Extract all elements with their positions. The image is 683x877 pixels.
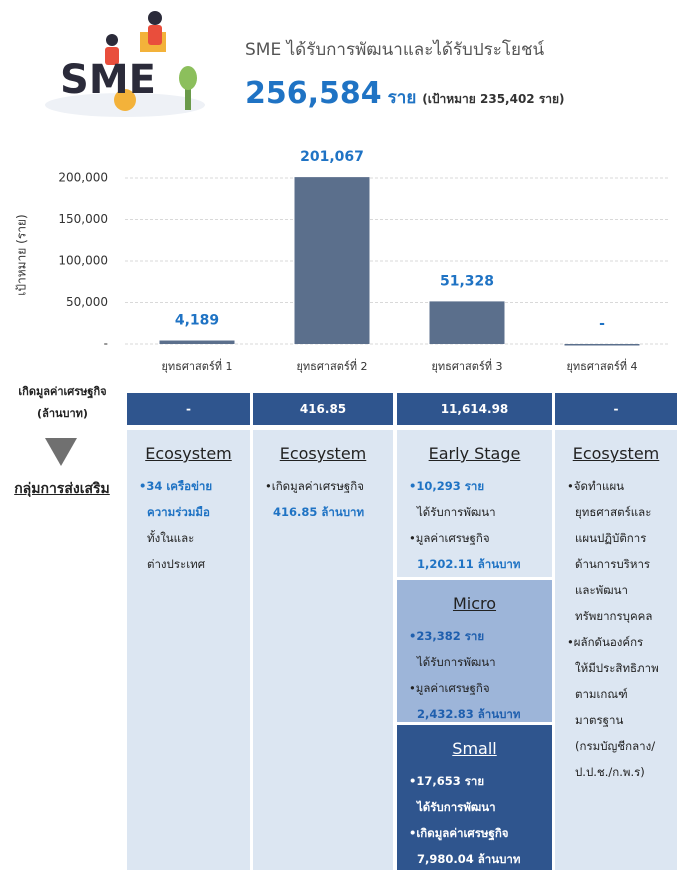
- panel-line: •มูลค่าเศรษฐกิจ: [409, 681, 490, 695]
- panel-line: ความร่วมมือ: [147, 505, 210, 519]
- panel-line: •ผลักดันองค์กร: [567, 635, 644, 649]
- panel-line: •จัดทำแผน: [567, 479, 625, 493]
- panel-line: ได้รับการพัฒนา: [417, 800, 496, 814]
- panel: Ecosystem •จัดทำแผนยุทธศาสตร์และแผนปฏิบัต…: [555, 430, 677, 870]
- panel-line: •23,382 ราย: [409, 629, 485, 643]
- panel-line: •10,293 ราย: [409, 479, 485, 493]
- bar: [294, 177, 370, 344]
- panel: Ecosystem •34 เครือข่ายความร่วมมือทั้งในแ…: [127, 430, 250, 870]
- panel-line: แผนปฏิบัติการ: [575, 531, 647, 545]
- value-label: -: [599, 316, 605, 332]
- panel-line: ได้รับการพัฒนา: [417, 505, 496, 519]
- panel-line: ป.ป.ช./ก.พ.ร): [575, 765, 645, 779]
- economic-cell: 416.85: [253, 393, 393, 425]
- panel-line: ทั้งในและ: [147, 531, 195, 545]
- panel-heading: Early Stage: [428, 444, 521, 463]
- y-tick-label: -: [104, 337, 108, 351]
- y-tick-label: 150,000: [58, 212, 108, 226]
- arrow-icon: [45, 438, 77, 466]
- economic-label: เกิดมูลค่าเศรษฐกิจ: [18, 385, 107, 398]
- bar: [564, 344, 640, 346]
- panel-line: ให้มีประสิทธิภาพ: [575, 661, 659, 675]
- bar: [159, 340, 235, 344]
- header-total: 256,584: [245, 76, 382, 111]
- economic-label: (ล้านบาท): [37, 407, 88, 420]
- x-tick-label: ยุทธศาสตร์ที่ 3: [431, 358, 502, 373]
- panel-line: 416.85 ล้านบาท: [273, 505, 365, 519]
- panel-line: ตามเกณฑ์: [575, 687, 628, 701]
- panel-line: 2,432.83 ล้านบาท: [417, 707, 521, 721]
- economic-cell: -: [555, 393, 677, 425]
- panel-line: •17,653 ราย: [409, 774, 485, 788]
- panel-line: 7,980.04 ล้านบาท: [417, 852, 521, 866]
- header-unit: ราย: [387, 88, 417, 108]
- panel-line: ยุทธศาสตร์และ: [575, 505, 652, 519]
- x-tick-label: ยุทธศาสตร์ที่ 1: [161, 358, 232, 373]
- panel-heading: Ecosystem: [572, 444, 660, 463]
- panel-line: •เกิดมูลค่าเศรษฐกิจ: [265, 479, 364, 493]
- value-label: 4,189: [175, 313, 219, 329]
- panel-line: ด้านการบริหาร: [575, 557, 651, 571]
- value-label: 201,067: [300, 149, 364, 165]
- header-title: SME ได้รับการพัฒนาและได้รับประโยชน์: [245, 40, 545, 60]
- y-tick-label: 100,000: [58, 254, 108, 268]
- panel: Ecosystem •เกิดมูลค่าเศรษฐกิจ 416.85 ล้านบ…: [253, 430, 393, 870]
- panel-heading: Ecosystem: [145, 444, 232, 463]
- chart: SME เป้าหมาย (ราย) - 50,000 100,000 150,000…: [15, 11, 668, 373]
- value-label: 51,328: [440, 273, 494, 289]
- panel-line: •มูลค่าเศรษฐกิจ: [409, 531, 490, 545]
- y-tick-label: 200,000: [58, 171, 108, 185]
- x-tick-label: ยุทธศาสตร์ที่ 4: [566, 358, 637, 373]
- panel-line: มาตรฐาน: [575, 713, 624, 727]
- panel: Micro •23,382 รายได้รับการพัฒนา •มูลค่าเศร…: [397, 580, 552, 722]
- panel-line: ได้รับการพัฒนา: [417, 655, 496, 669]
- header-line: 256,584 ราย (เป้าหมาย 235,402 ราย): [245, 76, 565, 111]
- panel-line: 1,202.11 ล้านบาท: [417, 557, 521, 571]
- logo-text: SME: [60, 57, 156, 103]
- panel-line: •34 เครือข่าย: [139, 479, 213, 493]
- panel-line: ทรัพยากรบุคคล: [575, 609, 653, 623]
- economic-cell: -: [127, 393, 250, 425]
- panel: Small •17,653 รายได้รับการพัฒนา •เกิดมูลค่…: [397, 725, 552, 870]
- y-tick-label: 50,000: [66, 295, 108, 309]
- panel-heading: Micro: [452, 594, 497, 613]
- panel-line: (กรมบัญชีกลาง/: [575, 739, 656, 753]
- x-tick-label: ยุทธศาสตร์ที่ 2: [296, 358, 367, 373]
- panel-line: •เกิดมูลค่าเศรษฐกิจ: [409, 826, 509, 840]
- illustration: SME: [45, 11, 205, 117]
- panel-line: และพัฒนา: [575, 583, 628, 597]
- bar: [429, 301, 505, 344]
- header-target: (เป้าหมาย 235,402 ราย): [422, 92, 565, 106]
- economic-cell: 11,614.98: [397, 393, 552, 425]
- group-label: กลุ่มการส่งเสริม: [14, 481, 110, 497]
- panel-heading: Small: [452, 739, 497, 758]
- y-axis-label: เป้าหมาย (ราย): [15, 214, 29, 295]
- panel: Early Stage •10,293 รายได้รับการพัฒนา •มูล…: [397, 430, 552, 577]
- panel-line: ต่างประเทศ: [147, 557, 206, 571]
- panel-heading: Ecosystem: [279, 444, 367, 463]
